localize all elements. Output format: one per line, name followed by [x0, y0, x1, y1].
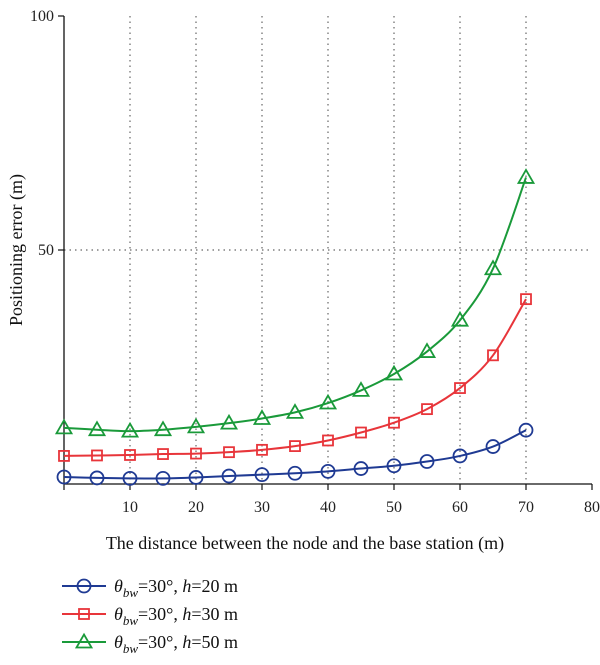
- data-point: [518, 422, 534, 438]
- data-point: [256, 443, 268, 456]
- legend-entry: θbw=30°, h=50 m: [62, 632, 238, 656]
- data-point: [124, 449, 136, 461]
- legend-entry: θbw=30°, h=20 m: [62, 576, 238, 600]
- x-axis-title: The distance between the node and the ba…: [106, 533, 504, 554]
- data-point: [155, 470, 171, 486]
- x-tick-label: 40: [320, 499, 336, 516]
- y-tick-label: 100: [30, 8, 54, 25]
- series-line: [63, 429, 527, 480]
- legend-label: θbw=30°, h=50 m: [114, 632, 238, 656]
- data-point: [419, 454, 435, 469]
- x-tick-label: 30: [254, 499, 270, 516]
- data-point: [483, 259, 503, 276]
- data-point: [388, 416, 400, 429]
- data-point: [58, 450, 70, 462]
- series-line: [63, 298, 527, 457]
- x-tick-label: 20: [188, 499, 204, 516]
- data-point: [516, 168, 536, 184]
- data-point: [89, 470, 105, 486]
- data-point: [188, 470, 204, 485]
- series-line: [63, 177, 527, 433]
- series-1: [56, 422, 534, 486]
- x-tick-label: 10: [122, 499, 138, 516]
- legend-label: θbw=30°, h=30 m: [114, 604, 238, 628]
- data-point: [91, 449, 103, 462]
- data-point: [219, 413, 239, 430]
- data-point: [190, 447, 202, 460]
- tick-marks: [58, 15, 593, 490]
- data-point: [353, 461, 369, 476]
- data-point: [122, 470, 138, 486]
- data-point: [56, 469, 72, 485]
- series: [54, 168, 536, 486]
- grid-lines: [64, 16, 592, 484]
- y-axis-title: Positioning error (m): [6, 174, 27, 326]
- legend-label: θbw=30°, h=20 m: [114, 576, 238, 600]
- y-tick-label: 50: [38, 242, 54, 259]
- data-point: [221, 468, 237, 484]
- data-point: [520, 293, 532, 306]
- data-point: [289, 440, 301, 452]
- series-2: [58, 293, 532, 462]
- x-tick-label: 80: [584, 499, 600, 516]
- data-point: [318, 393, 338, 410]
- data-point: [287, 465, 303, 481]
- data-point: [485, 439, 501, 454]
- data-point: [285, 403, 305, 419]
- legend-marker: [78, 608, 90, 620]
- data-point: [254, 467, 270, 483]
- x-tick-label: 50: [386, 499, 402, 516]
- data-point: [384, 364, 404, 381]
- data-point: [252, 409, 272, 425]
- data-point: [355, 426, 367, 439]
- data-point: [351, 381, 371, 397]
- data-point: [450, 310, 470, 327]
- data-point: [223, 446, 235, 459]
- data-point: [120, 421, 140, 438]
- x-tick-label: 70: [518, 499, 534, 516]
- series-3: [54, 168, 536, 438]
- legend-marker: [76, 578, 92, 594]
- legend-entry: θbw=30°, h=30 m: [62, 604, 238, 628]
- data-point: [417, 342, 437, 358]
- data-point: [54, 418, 74, 435]
- data-point: [320, 463, 336, 479]
- legend-marker: [74, 632, 94, 649]
- data-point: [421, 403, 433, 416]
- data-point: [186, 417, 206, 434]
- data-point: [157, 448, 169, 460]
- data-point: [153, 420, 173, 437]
- legend: θbw=30°, h=20 m θbw=30°, h=30 m θbw=30°, h…: [62, 576, 238, 656]
- data-point: [386, 458, 402, 474]
- data-point: [322, 434, 334, 447]
- data-point: [454, 382, 466, 394]
- data-point: [452, 448, 468, 464]
- data-point: [487, 349, 499, 362]
- data-point: [87, 420, 107, 437]
- tick-labels: 10 20 30 40 50 60 70 80 50 100: [30, 8, 600, 516]
- x-tick-label: 60: [452, 499, 468, 516]
